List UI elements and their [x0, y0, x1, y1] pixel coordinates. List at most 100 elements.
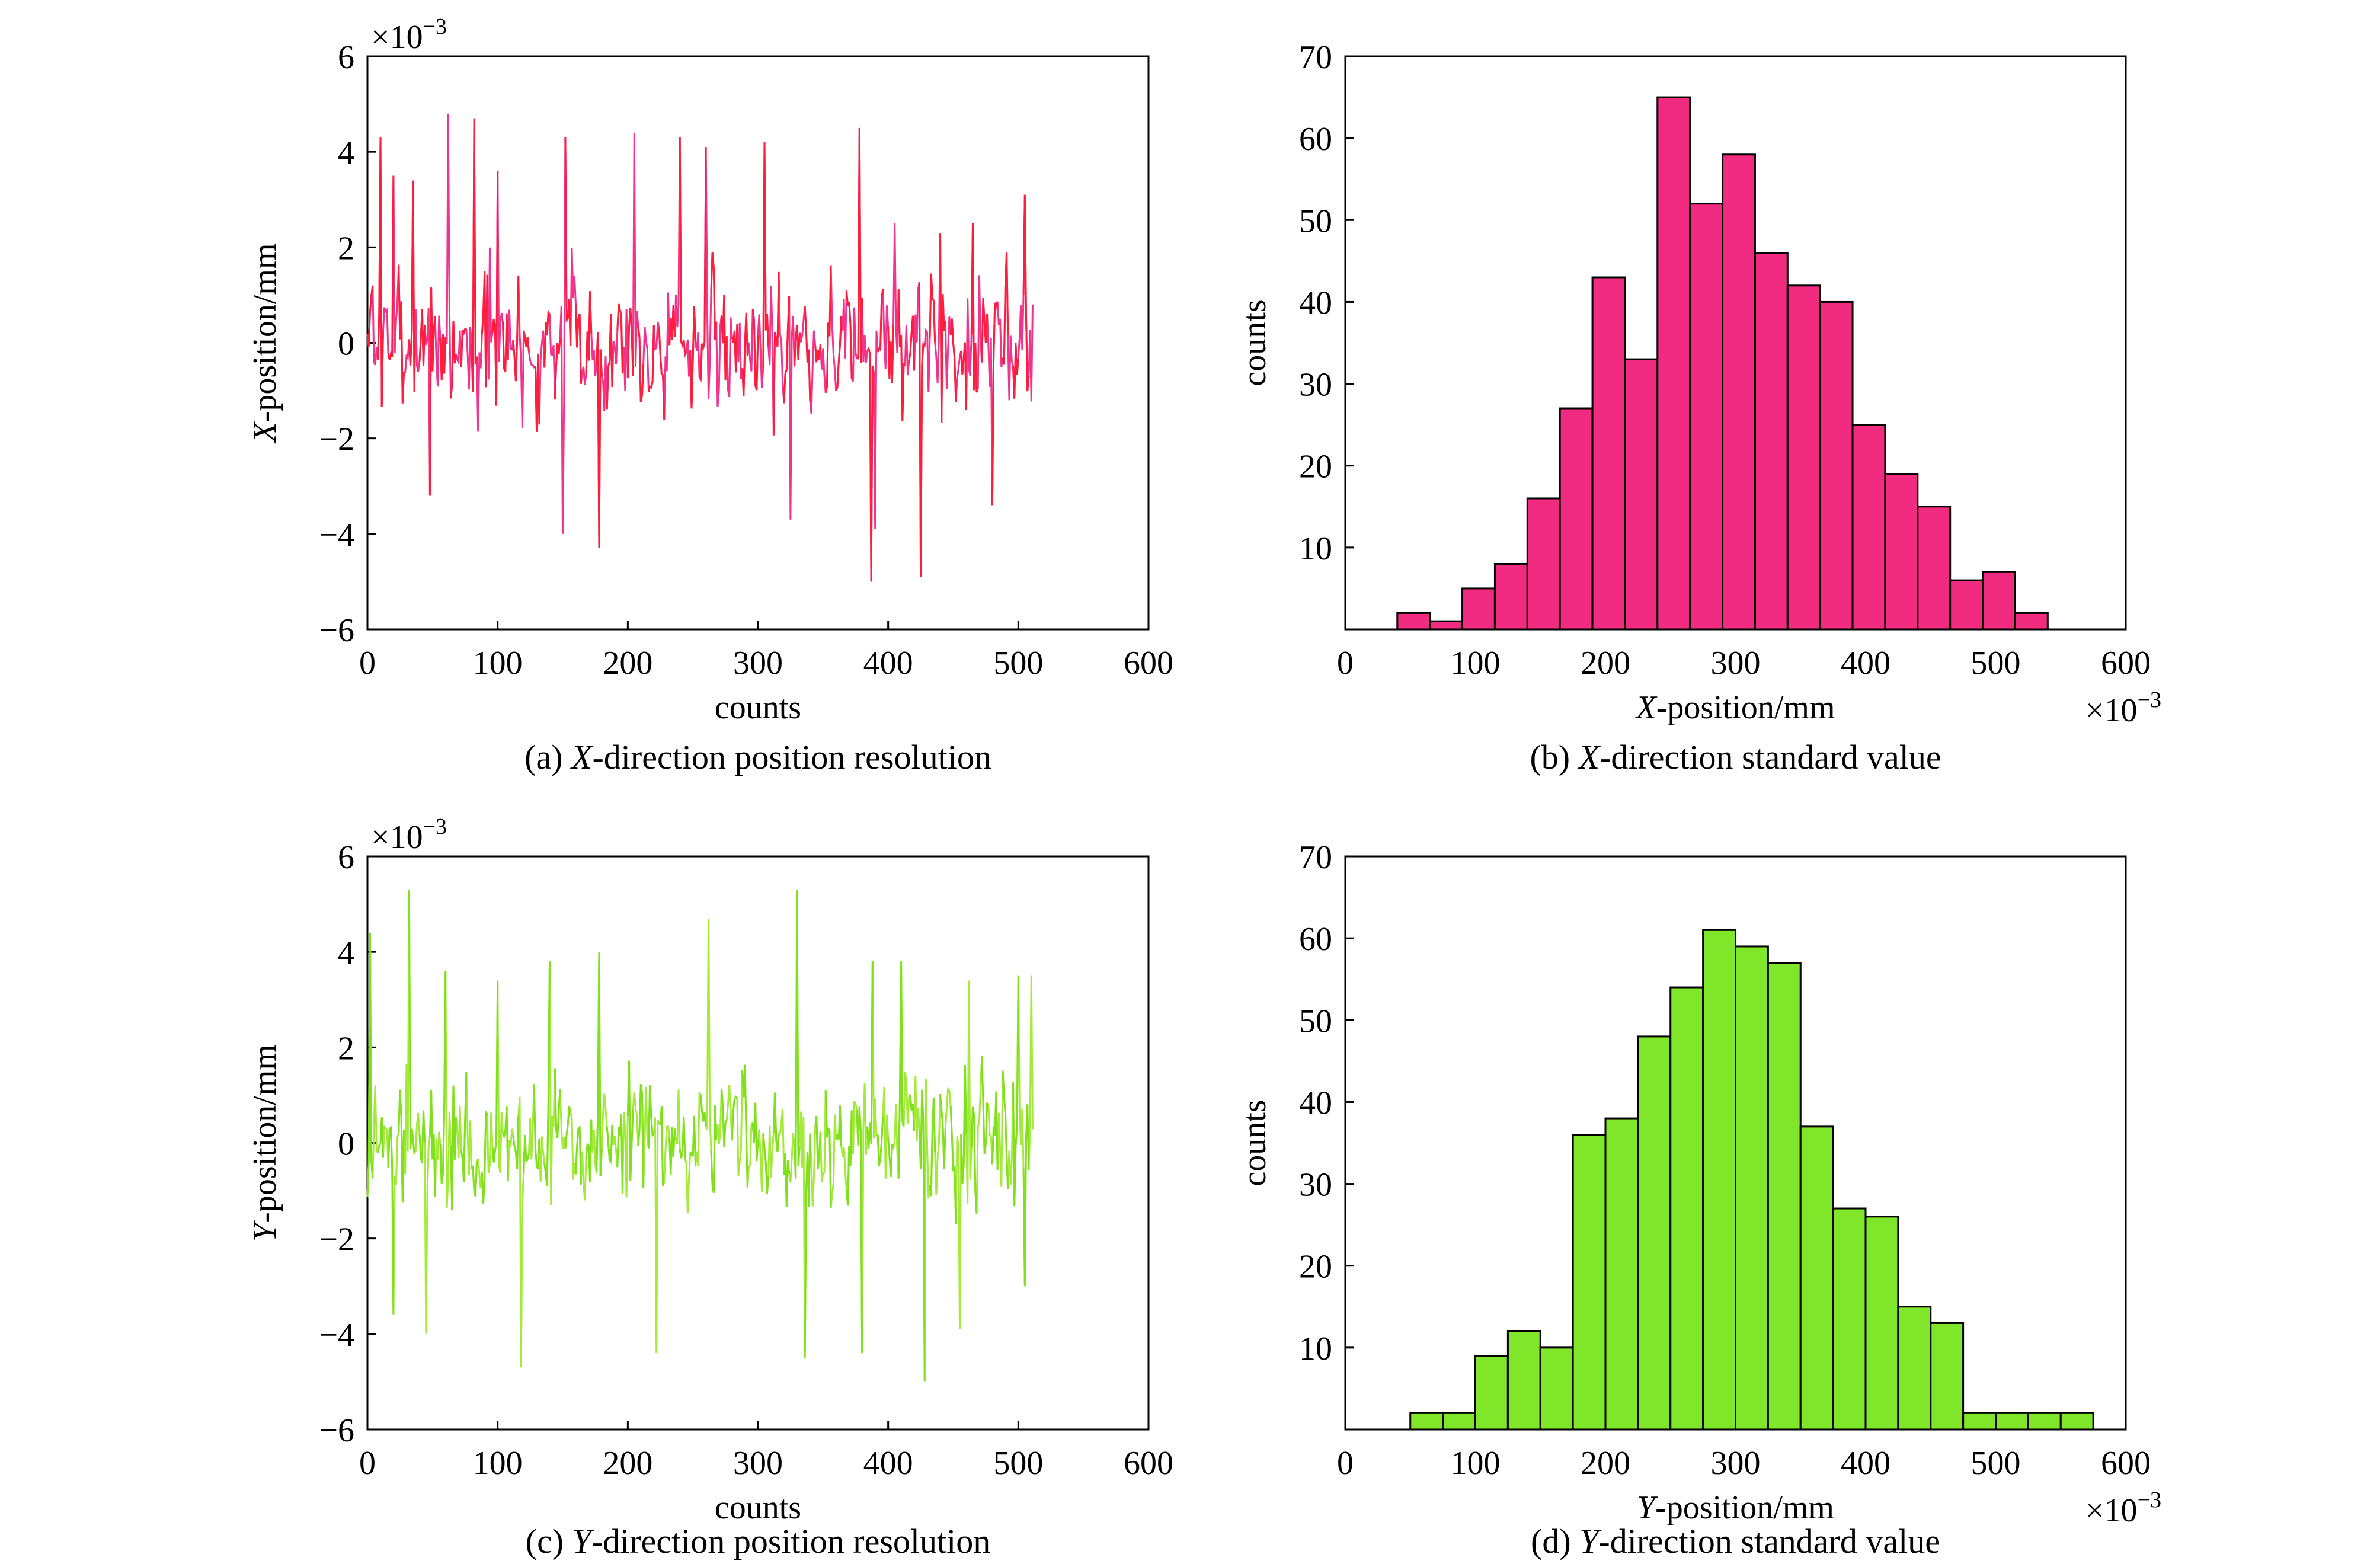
x-tick-label: 0: [1337, 1445, 1354, 1482]
histogram-bar: [1429, 620, 1464, 631]
x-tick-label: 100: [1451, 1445, 1501, 1482]
y-tick-label: −6: [319, 1412, 354, 1449]
x-tick-label: 600: [1124, 1445, 1173, 1482]
histogram-bar: [1767, 962, 1802, 1431]
y-tick-label: 0: [338, 1126, 354, 1163]
y-tick-label: 0: [338, 326, 354, 363]
histogram-bar: [2059, 1412, 2094, 1431]
x-tick-label: 100: [473, 645, 523, 682]
y-tick-label: 4: [338, 135, 354, 171]
x-tick-label: 400: [1841, 1445, 1890, 1482]
y-tick-label: −4: [319, 517, 354, 554]
x-axis-label: Y-position/mm: [1637, 1489, 1834, 1526]
x-axis-label: X-position/mm: [1634, 689, 1835, 726]
x-tick-label: 100: [473, 1445, 523, 1482]
x-axis-label: counts: [715, 689, 801, 726]
histogram-bar: [1689, 203, 1724, 631]
histogram-bar: [1819, 300, 1854, 631]
histogram-bar: [1669, 986, 1704, 1431]
caption-a: (a) X-direction position resolution: [524, 738, 991, 776]
y-multiplier-label: ×10−3: [371, 814, 447, 856]
histogram-bar: [1722, 153, 1756, 631]
histogram-bar: [1396, 612, 1431, 631]
x-tick-label: 200: [1581, 645, 1630, 682]
series-line: [366, 118, 1030, 582]
x-tick-label: 200: [603, 1445, 652, 1482]
y-tick-label: 2: [338, 1030, 354, 1067]
histogram-bar: [1656, 96, 1691, 631]
histogram-bar: [1637, 1035, 1672, 1431]
histogram-bar: [1474, 1355, 1509, 1431]
histogram-bar: [2027, 1412, 2062, 1431]
histogram-bar: [1949, 579, 1984, 631]
x-tick-label: 200: [603, 645, 652, 682]
y-tick-label: 20: [1299, 1249, 1332, 1285]
x-tick-label: 500: [1971, 1445, 2021, 1482]
x-tick-label: 300: [733, 1445, 783, 1482]
x-tick-label: 600: [2101, 645, 2151, 682]
x-tick-label: 300: [1711, 1445, 1761, 1482]
histogram-bar: [1493, 562, 1528, 631]
histogram-bar: [1624, 358, 1659, 631]
y-tick-label: 40: [1299, 284, 1332, 321]
y-tick-label: 70: [1299, 39, 1332, 76]
histogram-bar: [1851, 424, 1886, 631]
x-tick-label: 400: [863, 645, 913, 682]
x-tick-label: 300: [1711, 645, 1761, 682]
y-tick-label: 60: [1299, 921, 1332, 958]
y-tick-label: 20: [1299, 449, 1332, 485]
y-tick-label: 10: [1299, 530, 1332, 567]
y-axis-label: counts: [1236, 299, 1273, 386]
y-multiplier-label: ×10−3: [371, 14, 447, 56]
histogram-bar: [1572, 1134, 1607, 1431]
histogram-bar: [1754, 252, 1789, 631]
y-tick-label: −2: [319, 421, 354, 458]
histogram-bar: [1604, 1117, 1639, 1431]
caption-d: (d) Y-direction standard value: [1531, 1522, 1940, 1560]
y-tick-label: 50: [1299, 1003, 1332, 1040]
histogram-bar: [1917, 506, 1952, 631]
histogram-bar: [1897, 1306, 1932, 1431]
histogram-bar: [1442, 1412, 1476, 1431]
y-tick-label: 60: [1299, 121, 1332, 158]
y-axis-label: X-position/mm: [247, 243, 283, 443]
y-tick-label: 70: [1299, 839, 1332, 876]
histogram-bar: [1962, 1412, 1997, 1431]
y-tick-label: −4: [319, 1317, 354, 1354]
series-line-secondary: [366, 113, 1034, 582]
y-tick-label: 40: [1299, 1085, 1332, 1121]
histogram-bar: [1930, 1322, 1965, 1431]
x-tick-label: 400: [863, 1445, 913, 1482]
histogram-bar: [1591, 276, 1626, 631]
panel-c: 0 100 200 300 400 500 600 −6 −4 −2 0 2 4 6 ×10−3 counts…: [247, 814, 1173, 1526]
y-tick-label: 10: [1299, 1330, 1332, 1367]
x-tick-label: 600: [1124, 645, 1173, 682]
x-multiplier-label: ×10−3: [2085, 687, 2161, 729]
caption-c: (c) Y-direction position resolution: [526, 1522, 990, 1560]
x-tick-label: 100: [1451, 645, 1501, 682]
panel-b: 0 100 200 300 400 500 600 10 20 30 40 50 60 70 ×10−3 X-…: [1236, 39, 2161, 729]
y-tick-label: 6: [338, 39, 354, 76]
histogram-bar: [1832, 1207, 1867, 1431]
y-tick-label: 30: [1299, 367, 1332, 404]
x-tick-label: 200: [1581, 1445, 1630, 1482]
x-tick-label: 500: [993, 645, 1043, 682]
y-tick-label: −6: [319, 612, 354, 649]
y-tick-label: 4: [338, 935, 354, 971]
histogram-bar: [1735, 945, 1769, 1431]
y-axis-label: Y-position/mm: [247, 1044, 283, 1242]
histogram-bar: [1799, 1125, 1834, 1431]
histogram-bar: [1995, 1412, 2029, 1431]
histogram-bar: [1982, 571, 2016, 631]
histogram-bar: [1461, 587, 1496, 631]
histogram-bar: [1409, 1412, 1444, 1431]
x-tick-label: 400: [1841, 645, 1890, 682]
histogram-bar: [1786, 284, 1821, 631]
histogram-bar: [1506, 1330, 1541, 1431]
histogram-bar: [1559, 407, 1594, 631]
x-axis-label: counts: [715, 1489, 801, 1526]
histogram-bar: [1702, 929, 1736, 1431]
y-axis-label: counts: [1236, 1099, 1273, 1186]
x-multiplier-label: ×10−3: [2085, 1488, 2161, 1529]
